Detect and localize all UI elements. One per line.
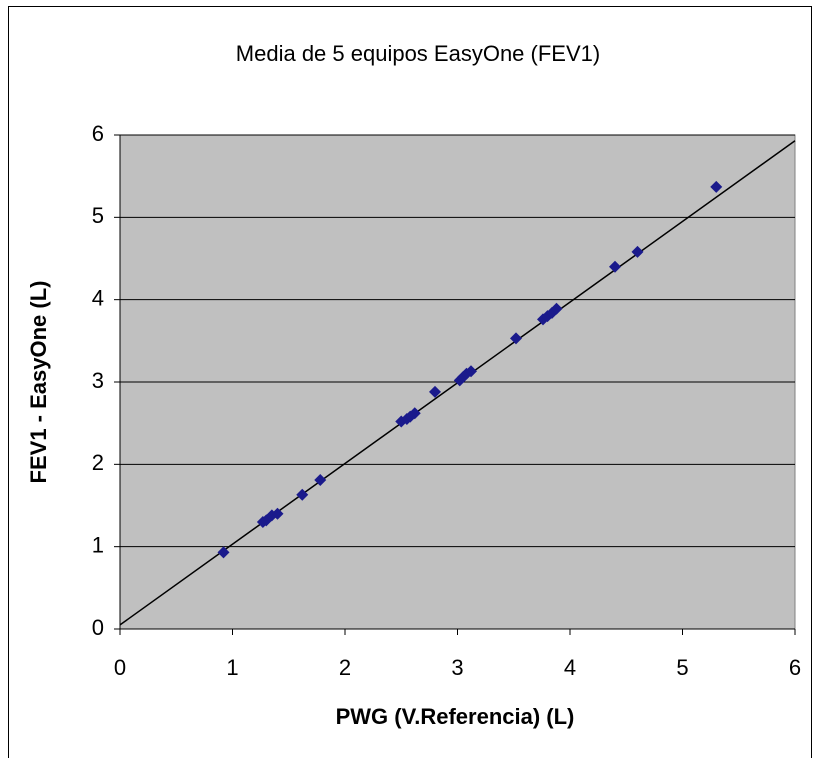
y-tick-label: 0	[92, 615, 104, 640]
point	[631, 245, 644, 258]
point	[271, 507, 284, 520]
point	[429, 385, 441, 398]
point	[314, 473, 327, 486]
x-tick-label: 0	[114, 655, 126, 680]
chart-title: Media de 5 equipos EasyOne (FEV1)	[236, 41, 600, 66]
point	[217, 546, 230, 559]
point	[510, 332, 522, 345]
y-axis-label: FEV1 - EasyOne (L)	[26, 281, 51, 484]
x-axis-label: PWG (V.Referencia) (L)	[336, 704, 575, 729]
point	[408, 407, 421, 420]
x-tick-label: 4	[564, 655, 576, 680]
x-tick-label: 6	[789, 655, 801, 680]
x-tick-label: 1	[226, 655, 238, 680]
y-tick-label: 2	[92, 450, 104, 475]
x-tick-label: 5	[676, 655, 688, 680]
y-tick-label: 3	[92, 368, 104, 393]
x-tick-label: 3	[451, 655, 463, 680]
y-tick-label: 1	[92, 532, 104, 557]
point	[296, 488, 309, 501]
point	[465, 365, 477, 378]
point	[710, 180, 723, 193]
y-tick-label: 6	[92, 121, 104, 146]
point	[550, 302, 563, 315]
x-tick-label: 2	[339, 655, 351, 680]
y-tick-label: 4	[92, 285, 104, 310]
y-tick-label: 5	[92, 203, 104, 228]
point	[609, 260, 621, 273]
